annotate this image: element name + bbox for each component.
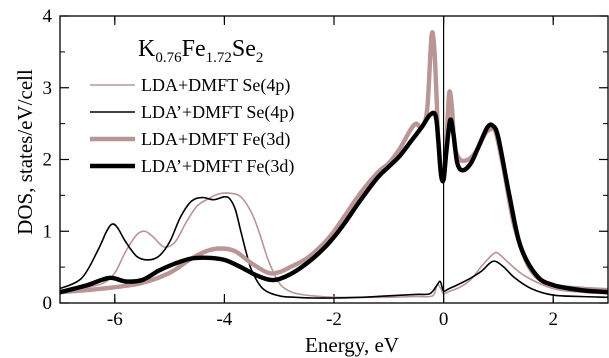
legend: LDA+DMFT Se(4p) LDA’+DMFT Se(4p) LDA+DMFT …: [90, 75, 294, 177]
formula-se: Se: [232, 36, 256, 62]
legend-label: LDA’+DMFT Se(4p): [141, 102, 294, 123]
se-4p-lda-prime-line: [60, 195, 608, 299]
x-tick-label: -6: [107, 309, 123, 330]
legend-label: LDA+DMFT Fe(3d): [141, 129, 290, 150]
y-axis-title: DOS, states/eV/cell: [13, 69, 37, 235]
y-tick-label: 3: [43, 78, 53, 99]
fe-3d-lda-prime-line: [60, 110, 608, 295]
legend-label: LDA+DMFT Se(4p): [141, 75, 290, 96]
plot-lines: [60, 30, 608, 299]
compound-formula-label: K0.76Fe1.72Se2: [138, 36, 263, 66]
x-tick-label: -2: [326, 309, 342, 330]
x-tick-label: 2: [548, 309, 558, 330]
y-tick-label: 4: [43, 6, 53, 27]
plot-frame: [59, 15, 609, 304]
y-axis-ticks: 0 1 2 3 4: [43, 6, 608, 314]
x-axis-title: Energy, eV: [305, 333, 399, 357]
formula-k: K: [138, 36, 156, 62]
y-tick-label: 2: [43, 150, 53, 171]
y-tick-label: 1: [43, 221, 53, 242]
y-tick-label: 0: [43, 293, 53, 314]
se-4p-lda-line: [60, 192, 608, 299]
x-tick-label: -4: [216, 309, 232, 330]
formula-k-subscript: 0.76: [155, 50, 182, 66]
formula-fe: Fe: [182, 36, 206, 62]
legend-label: LDA’+DMFT Fe(3d): [141, 156, 294, 177]
formula-fe-subscript: 1.72: [206, 50, 232, 66]
formula-se-subscript: 2: [256, 50, 264, 66]
x-tick-label: 0: [439, 309, 449, 330]
